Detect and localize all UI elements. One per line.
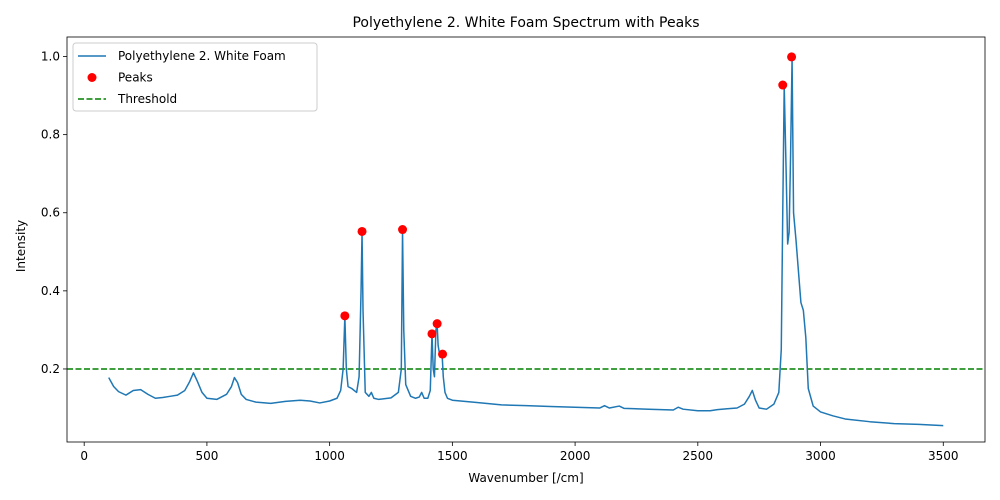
- x-tick-label: 3000: [805, 449, 836, 463]
- x-tick-label: 0: [80, 449, 88, 463]
- axes-frame: [66, 36, 986, 443]
- y-tick-label: 0.2: [41, 362, 60, 376]
- axes: 0 500 1000 1500 2000 2500 3000 3500 0.2 0.4 0.6 0.8…: [41, 36, 986, 463]
- x-tick-label: 3500: [928, 449, 959, 463]
- peak-point: [438, 349, 448, 359]
- peak-point: [778, 80, 788, 90]
- peak-point: [432, 319, 442, 329]
- y-axis-label: Intensity: [14, 220, 28, 272]
- x-tick-label: 1000: [314, 449, 345, 463]
- legend: Polyethylene 2. White Foam Peaks Threshold: [72, 42, 318, 112]
- y-tick-label: 0.4: [41, 284, 60, 298]
- legend-entry-peaks-label: Peaks: [118, 71, 153, 85]
- y-tick-label: 1.0: [41, 50, 60, 64]
- peak-point: [340, 311, 350, 321]
- peak-point: [398, 225, 408, 235]
- legend-entry-spectrum-label: Polyethylene 2. White Foam: [118, 49, 286, 63]
- legend-entry-threshold-label: Threshold: [117, 92, 177, 106]
- peak-point: [787, 52, 797, 62]
- x-tick-label: 2500: [683, 449, 714, 463]
- y-tick-label: 0.8: [41, 128, 60, 142]
- plot-area: [67, 52, 985, 427]
- x-tick-label: 2000: [560, 449, 591, 463]
- peak-point: [427, 329, 437, 339]
- legend-point-marker: [87, 73, 97, 82]
- x-tick-label: 500: [195, 449, 218, 463]
- y-tick-label: 0.6: [41, 206, 60, 220]
- spectrum-line: [108, 57, 944, 427]
- peak-point: [357, 226, 367, 236]
- x-tick-label: 1500: [437, 449, 468, 463]
- legend-box: [72, 42, 318, 112]
- chart-title: Polyethylene 2. White Foam Spectrum with…: [352, 15, 699, 31]
- x-axis-label: Wavenumber [/cm]: [468, 471, 583, 485]
